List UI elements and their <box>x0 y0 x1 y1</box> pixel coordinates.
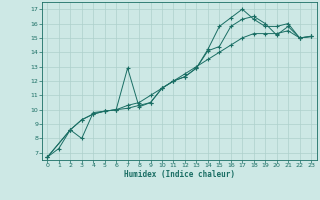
X-axis label: Humidex (Indice chaleur): Humidex (Indice chaleur) <box>124 170 235 179</box>
